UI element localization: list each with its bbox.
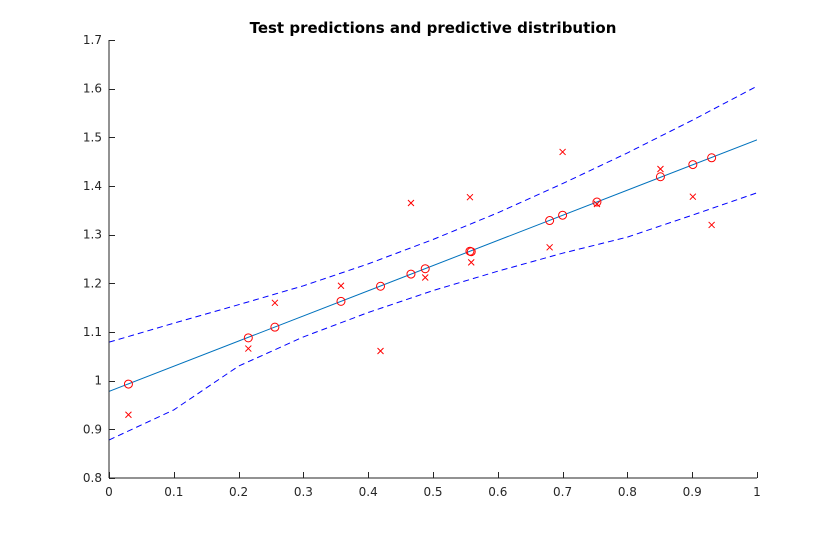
x-tick-label: 0.2 — [229, 485, 248, 499]
observation-point — [593, 200, 601, 208]
x-tick-label: 0.5 — [423, 485, 442, 499]
plot-area — [109, 85, 757, 441]
prediction-point — [123, 379, 133, 389]
prediction-point — [406, 269, 416, 279]
y-tick-label: 1.7 — [83, 33, 102, 47]
chart-title: Test predictions and predictive distribu… — [250, 19, 617, 37]
lower-bound-line — [109, 192, 757, 441]
mean-prediction-line — [109, 139, 757, 392]
x-tick-label: 1 — [753, 485, 761, 499]
prediction-point — [270, 322, 280, 332]
observation-point — [467, 259, 475, 266]
axes: 0 0.1 0.2 0.3 0.4 0.5 0.6 0.7 0.8 0.9 1 0.8 0.9 1 1.1 1… — [83, 33, 761, 499]
observation-point — [244, 345, 252, 352]
x-tick-label: 0.8 — [618, 485, 637, 499]
prediction-point — [688, 160, 698, 170]
observation-point — [708, 221, 715, 229]
y-tick-label: 1.4 — [83, 179, 102, 193]
y-tick-label: 1.6 — [83, 82, 102, 96]
observation-point — [559, 148, 566, 156]
prediction-point — [336, 296, 346, 306]
prediction-point — [545, 216, 555, 226]
observation-point — [407, 199, 415, 207]
y-tick-label: 1 — [94, 374, 102, 388]
y-tick-label: 0.9 — [83, 422, 102, 436]
observation-point — [689, 193, 697, 201]
observation-point — [657, 165, 664, 173]
y-tick-label: 1.5 — [83, 130, 102, 144]
prediction-point — [376, 281, 386, 291]
prediction-point — [466, 247, 476, 257]
x-tick-label: 0.4 — [359, 485, 378, 499]
x-tick-label: 0.6 — [488, 485, 507, 499]
y-tick-label: 1.1 — [83, 325, 102, 339]
x-tick-label: 0 — [105, 485, 113, 499]
observation-point — [377, 347, 384, 355]
prediction-point — [243, 333, 253, 343]
x-tick-label: 0.7 — [553, 485, 572, 499]
observation-point — [271, 299, 279, 307]
prediction-point — [655, 172, 665, 182]
upper-bound-line — [109, 85, 757, 343]
observation-point — [466, 193, 474, 201]
y-tick-label: 0.8 — [83, 471, 102, 485]
observation-point — [546, 243, 553, 251]
y-tick-label: 1.3 — [83, 228, 102, 242]
prediction-point — [707, 153, 717, 163]
y-tick-label: 1.2 — [83, 276, 102, 290]
prediction-point — [558, 210, 568, 220]
x-tick-label: 0.9 — [683, 485, 702, 499]
observation-point — [421, 274, 429, 281]
x-tick-label: 0.3 — [294, 485, 313, 499]
prediction-point — [420, 264, 430, 274]
observation-point — [337, 282, 345, 290]
x-tick-label: 0.1 — [164, 485, 183, 499]
series-group — [109, 85, 757, 441]
prediction-point — [592, 197, 602, 207]
observation-point — [125, 411, 132, 419]
